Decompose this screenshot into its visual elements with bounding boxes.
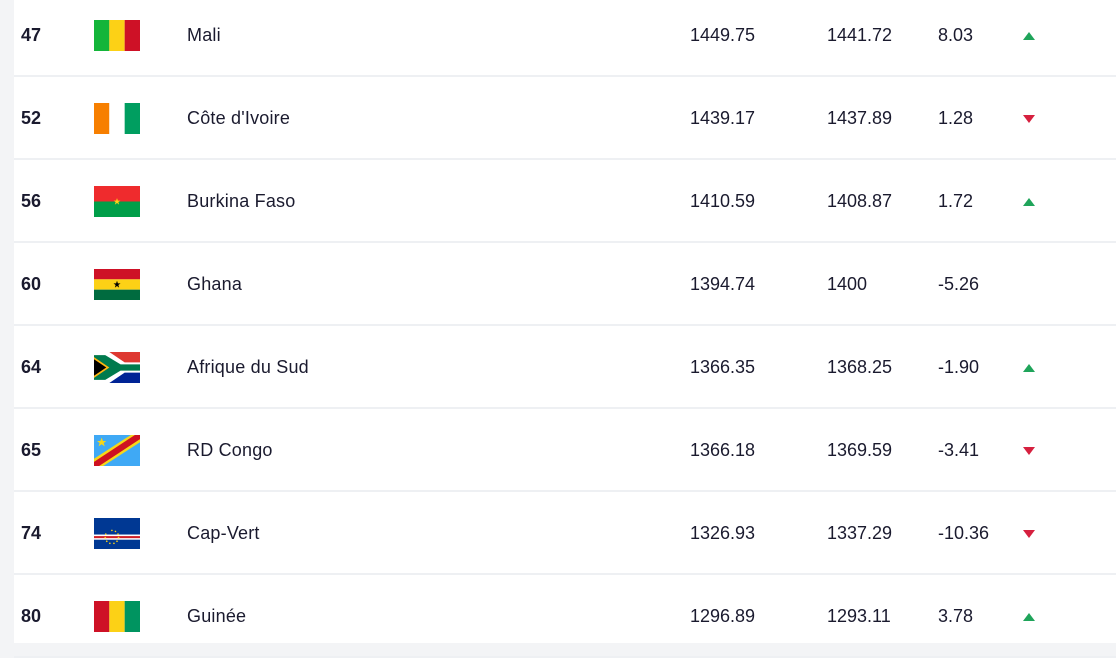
previous-points-cell: 1369.59 (827, 440, 893, 460)
burkina-faso-flag-icon (94, 162, 140, 241)
rank-cell: 65 (21, 440, 42, 460)
points-cell: 1394.74 (690, 274, 756, 294)
previous-points-cell: 1337.29 (827, 523, 893, 543)
points-change-cell: 3.78 (938, 606, 974, 626)
table-row[interactable]: 52 Côte d'Ivoire 1439.17 1437.89 1.28 (14, 79, 1116, 160)
points-change-cell: -10.36 (938, 523, 990, 543)
points-cell: 1326.93 (690, 523, 756, 543)
cote-divoire-flag-icon (94, 79, 140, 158)
table-row[interactable]: 65 RD Congo 1366.18 1369.59 -3.41 (14, 411, 1116, 492)
table-row[interactable]: 56 Burkina Faso 1410.59 1408.87 1.72 (14, 162, 1116, 243)
points-cell: 1449.75 (690, 25, 756, 45)
cape-verde-flag-icon (94, 494, 140, 573)
table-row[interactable]: 80 Guinée 1296.89 1293.11 3.78 (14, 577, 1116, 658)
points-cell: 1410.59 (690, 191, 756, 211)
points-cell: 1366.18 (690, 440, 756, 460)
table-row[interactable]: 64 Afrique du Sud 1366.35 1368.25 -1.90 (14, 328, 1116, 409)
table-row[interactable]: 60 Ghana 1394.74 1400 -5.26 (14, 245, 1116, 326)
country-name[interactable]: Cap-Vert (187, 523, 260, 543)
trend-up-icon (1023, 0, 1035, 75)
country-name[interactable]: Guinée (187, 606, 247, 626)
rank-cell: 56 (21, 191, 42, 211)
rank-cell: 52 (21, 108, 42, 128)
previous-points-cell: 1408.87 (827, 191, 893, 211)
previous-points-cell: 1293.11 (827, 606, 891, 626)
dr-congo-flag-icon (94, 411, 140, 490)
previous-points-cell: 1368.25 (827, 357, 893, 377)
country-name[interactable]: Ghana (187, 274, 243, 294)
trend-down-icon (1023, 494, 1035, 573)
country-name[interactable]: RD Congo (187, 440, 273, 460)
rank-cell: 74 (21, 523, 42, 543)
rank-cell: 64 (21, 357, 42, 377)
points-change-cell: -5.26 (938, 274, 980, 294)
previous-points-cell: 1437.89 (827, 108, 893, 128)
guinea-flag-icon (94, 577, 140, 656)
points-change-cell: -3.41 (938, 440, 980, 460)
points-change-cell: 1.72 (938, 191, 974, 211)
ranking-table: 47 Mali 1449.75 1441.72 8.03 52 Côte d'I… (14, 0, 1116, 658)
south-africa-flag-icon (94, 328, 140, 407)
country-name[interactable]: Burkina Faso (187, 191, 296, 211)
rank-cell: 60 (21, 274, 42, 294)
trend-up-icon (1023, 328, 1035, 407)
trend-down-icon (1023, 411, 1035, 490)
points-change-cell: 8.03 (938, 25, 974, 45)
points-cell: 1439.17 (690, 108, 756, 128)
table-row[interactable]: 47 Mali 1449.75 1441.72 8.03 (14, 0, 1116, 77)
mali-flag-icon (94, 0, 140, 75)
trend-down-icon (1023, 79, 1035, 158)
rank-cell: 47 (21, 25, 42, 45)
country-name[interactable]: Afrique du Sud (187, 357, 309, 377)
points-change-cell: 1.28 (938, 108, 974, 128)
country-name[interactable]: Mali (187, 25, 221, 45)
points-cell: 1296.89 (690, 606, 756, 626)
previous-points-cell: 1400 (827, 274, 868, 294)
country-name[interactable]: Côte d'Ivoire (187, 108, 291, 128)
trend-up-icon (1023, 577, 1035, 656)
points-cell: 1366.35 (690, 357, 756, 377)
previous-points-cell: 1441.72 (827, 25, 893, 45)
table-row[interactable]: 74 Cap-Vert 1326.93 1337.29 -10.36 (14, 494, 1116, 575)
ghana-flag-icon (94, 245, 140, 324)
points-change-cell: -1.90 (938, 357, 980, 377)
rank-cell: 80 (21, 606, 42, 626)
trend-up-icon (1023, 162, 1035, 241)
